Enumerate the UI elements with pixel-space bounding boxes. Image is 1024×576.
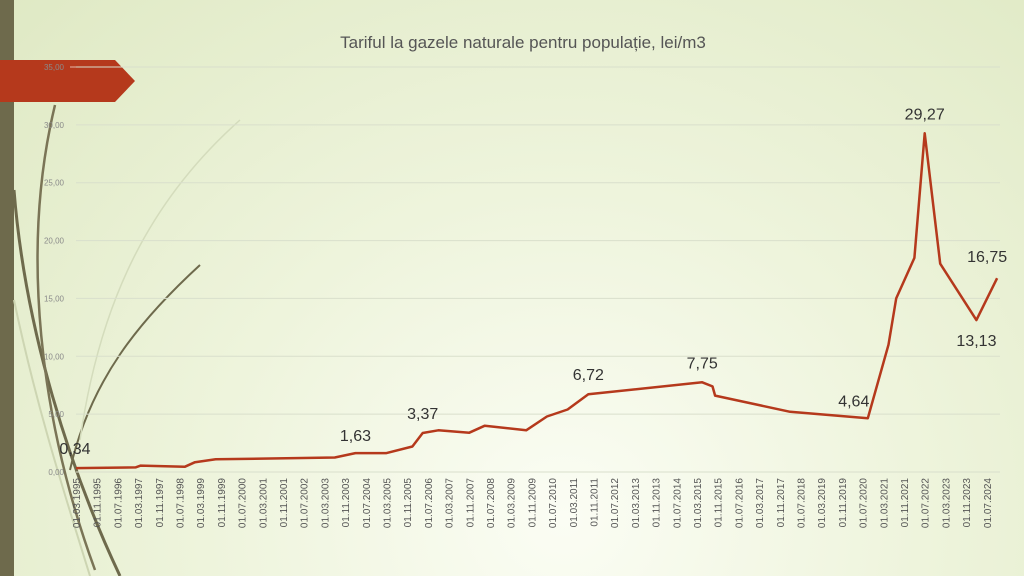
x-tick-label: 01.07.2016: [734, 478, 745, 528]
x-tick-label: 01.11.1995: [93, 478, 104, 528]
x-tick-label: 01.11.2017: [776, 478, 787, 528]
data-label: 29,27: [905, 106, 945, 123]
x-tick-label: 01.07.2008: [486, 478, 497, 528]
x-tick-label: 01.03.2019: [817, 478, 828, 528]
x-tick-label: 01.11.1997: [155, 478, 166, 528]
y-tick-label: 35,00: [44, 63, 65, 72]
y-tick-label: 30,00: [44, 121, 65, 130]
x-tick-label: 01.03.2017: [755, 478, 766, 528]
x-tick-label: 01.03.1999: [196, 478, 207, 528]
series-line-group: [75, 132, 999, 470]
x-tick-label: 01.11.2021: [900, 478, 911, 528]
data-label: 13,13: [956, 333, 996, 350]
y-axis-ticks: 0,00 5,00 10,00 15,00 20,00 25,00 30,00 35,00: [44, 63, 65, 477]
y-tick-label: 0,00: [48, 468, 64, 477]
x-tick-label: 01.11.1999: [217, 478, 228, 528]
title-banner-shape: [0, 60, 135, 102]
x-tick-label: 01.07.2002: [300, 478, 311, 528]
data-label: 16,75: [967, 249, 1007, 266]
y-tick-label: 20,00: [44, 237, 65, 246]
swirl-decoration: [36, 104, 97, 571]
y-tick-label: 25,00: [44, 179, 65, 188]
x-tick-label: 01.11.2015: [714, 478, 725, 528]
x-tick-label: 01.03.1997: [134, 478, 145, 528]
x-tick-label: 01.11.2023: [962, 478, 973, 528]
data-label: 0,34: [59, 441, 90, 458]
x-tick-label: 01.07.1996: [113, 478, 124, 528]
x-tick-label: 01.11.2001: [279, 478, 290, 528]
x-tick-label: 01.07.2000: [238, 478, 249, 528]
x-tick-label: 01.03.2009: [507, 478, 518, 528]
x-tick-label: 01.07.2020: [859, 478, 870, 528]
data-label: 4,64: [838, 393, 869, 410]
series-line: [75, 132, 999, 470]
x-tick-label: 01.11.2011: [590, 478, 601, 527]
data-label: 6,72: [573, 367, 604, 384]
x-tick-label: 01.07.2004: [362, 478, 373, 528]
x-tick-label: 01.03.2005: [383, 478, 394, 528]
swirl-decoration: [69, 264, 201, 471]
x-tick-label: 01.03.2001: [258, 478, 269, 528]
x-tick-label: 01.11.2019: [838, 478, 849, 528]
y-tick-label: 5,00: [48, 410, 64, 419]
x-tick-label: 01.07.2010: [548, 478, 559, 528]
y-tick-label: 15,00: [44, 294, 65, 303]
data-label: 1,63: [340, 428, 371, 445]
x-tick-label: 01.11.2005: [403, 478, 414, 528]
x-tick-label: 01.11.2007: [465, 478, 476, 528]
x-tick-label: 01.03.1995: [72, 478, 83, 528]
x-tick-label: 01.03.2015: [693, 478, 704, 528]
x-tick-label: 01.03.2003: [320, 478, 331, 528]
x-tick-label: 01.03.2007: [445, 478, 456, 528]
side-bar-decoration: [0, 0, 14, 576]
data-label: 3,37: [407, 406, 438, 423]
grid-lines: [76, 66, 1000, 473]
x-axis-ticks: 01.03.1995 01.11.1995 01.07.1996 01.03.1997…: [72, 478, 994, 528]
x-tick-label: 01.03.2021: [879, 478, 890, 528]
x-tick-label: 01.07.1998: [176, 478, 187, 528]
y-tick-label: 10,00: [44, 352, 65, 361]
x-tick-label: 01.07.2024: [983, 478, 994, 528]
x-tick-label: 01.03.2011: [569, 478, 580, 528]
swirl-decoration: [12, 189, 122, 576]
swirl-decoration: [79, 119, 241, 441]
x-tick-label: 01.11.2003: [341, 478, 352, 528]
x-tick-label: 01.07.2012: [610, 478, 621, 528]
data-label: 7,75: [687, 355, 718, 372]
x-tick-label: 01.11.2013: [652, 478, 663, 528]
x-tick-label: 01.03.2023: [941, 478, 952, 528]
x-tick-label: 01.03.2013: [631, 478, 642, 528]
x-tick-label: 01.07.2006: [424, 478, 435, 528]
chart-title: Tariful la gazele naturale pentru popula…: [340, 33, 706, 52]
x-tick-label: 01.11.2009: [527, 478, 538, 528]
x-tick-label: 01.07.2018: [797, 478, 808, 528]
x-tick-label: 01.07.2022: [921, 478, 932, 528]
x-tick-label: 01.07.2014: [672, 478, 683, 528]
data-labels: 0,34 1,63 3,37 6,72 7,75 4,64 29,27 13,13 16,75: [59, 106, 1007, 458]
swirl-decoration: [13, 299, 91, 576]
